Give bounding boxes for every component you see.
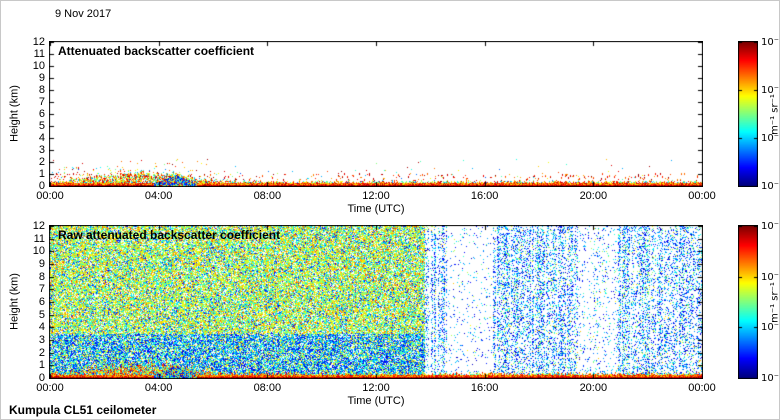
- x-tick-label: 04:00: [144, 190, 173, 202]
- x-tick-label: 00:00: [36, 190, 64, 202]
- colorbar-tick-label: 10⁻⁴: [761, 221, 780, 232]
- y-tick-label: 2: [38, 156, 45, 168]
- y-tick-label: 7: [38, 283, 45, 296]
- y-tick-label: 11: [33, 48, 45, 60]
- x-tick-label: 04:00: [144, 382, 173, 394]
- bottom-colorbar: [738, 225, 758, 379]
- y-tick-label: 5: [38, 120, 45, 132]
- x-tick-label: 12:00: [362, 382, 390, 394]
- y-tick-label: 9: [38, 258, 45, 270]
- colorbar-tick-label: 10⁻⁶: [761, 322, 780, 334]
- top-y-axis-label: Height (km): [8, 85, 21, 142]
- instrument-label: Kumpula CL51 ceilometer: [9, 403, 157, 417]
- raw-attenuated-backscatter-heatmap: [49, 225, 703, 379]
- y-tick-label: 2: [38, 346, 45, 359]
- colorbar-tick-label: 10⁻⁵: [761, 85, 780, 96]
- y-tick-label: 10: [32, 245, 45, 258]
- y-tick-label: 7: [38, 96, 45, 108]
- top-colorbar-label: m⁻¹ sr⁻¹: [769, 94, 780, 135]
- x-tick-label: 12:00: [362, 190, 390, 202]
- colorbar-tick-label: 10⁻⁷: [761, 181, 780, 192]
- y-tick-label: 12: [32, 36, 45, 48]
- bottom-x-axis-label: Time (UTC): [347, 395, 405, 407]
- colorbar-tick-label: 10⁻⁷: [761, 373, 780, 384]
- y-tick-label: 8: [38, 84, 45, 96]
- x-tick-label: 08:00: [253, 382, 282, 394]
- y-tick-label: 10: [32, 60, 45, 72]
- y-tick-label: 4: [38, 321, 45, 334]
- colorbar-tick-label: 10⁻⁵: [761, 271, 780, 283]
- y-tick-label: 3: [38, 334, 45, 346]
- x-tick-label: 00:00: [688, 190, 716, 202]
- x-tick-label: 16:00: [470, 382, 499, 394]
- y-tick-label: 8: [38, 270, 45, 283]
- top-panel-title: Attenuated backscatter coefficient: [58, 44, 255, 58]
- bottom-panel-title: Raw attenuated backscatter coefficient: [58, 228, 281, 242]
- date-label: 9 Nov 2017: [55, 8, 112, 20]
- y-tick-label: 4: [38, 132, 45, 144]
- x-tick-label: 00:00: [36, 382, 64, 394]
- x-tick-label: 20:00: [579, 190, 608, 202]
- y-tick-label: 3: [38, 144, 45, 156]
- y-tick-label: 5: [38, 308, 45, 321]
- x-tick-label: 00:00: [688, 382, 716, 394]
- top-x-axis-label: Time (UTC): [347, 203, 405, 215]
- x-tick-label: 20:00: [579, 382, 608, 394]
- bottom-colorbar-label: m⁻¹ sr⁻¹: [769, 282, 780, 323]
- y-tick-label: 0: [38, 180, 45, 192]
- y-tick-label: 6: [38, 296, 45, 308]
- colorbar-tick-label: 10⁻⁴: [761, 37, 780, 48]
- colorbar-tick-label: 10⁻⁶: [761, 133, 780, 144]
- top-colorbar: [738, 41, 758, 187]
- bottom-y-axis-label: Height (km): [8, 273, 21, 330]
- y-tick-label: 1: [38, 168, 45, 180]
- x-tick-label: 16:00: [470, 190, 499, 202]
- y-tick-label: 6: [38, 108, 45, 120]
- y-tick-label: 12: [32, 220, 45, 232]
- attenuated-backscatter-heatmap: [49, 41, 703, 187]
- y-tick-label: 1: [38, 359, 45, 372]
- x-tick-label: 08:00: [253, 190, 282, 202]
- y-tick-label: 0: [38, 372, 45, 384]
- y-tick-label: 11: [33, 232, 45, 245]
- y-tick-label: 9: [38, 72, 45, 84]
